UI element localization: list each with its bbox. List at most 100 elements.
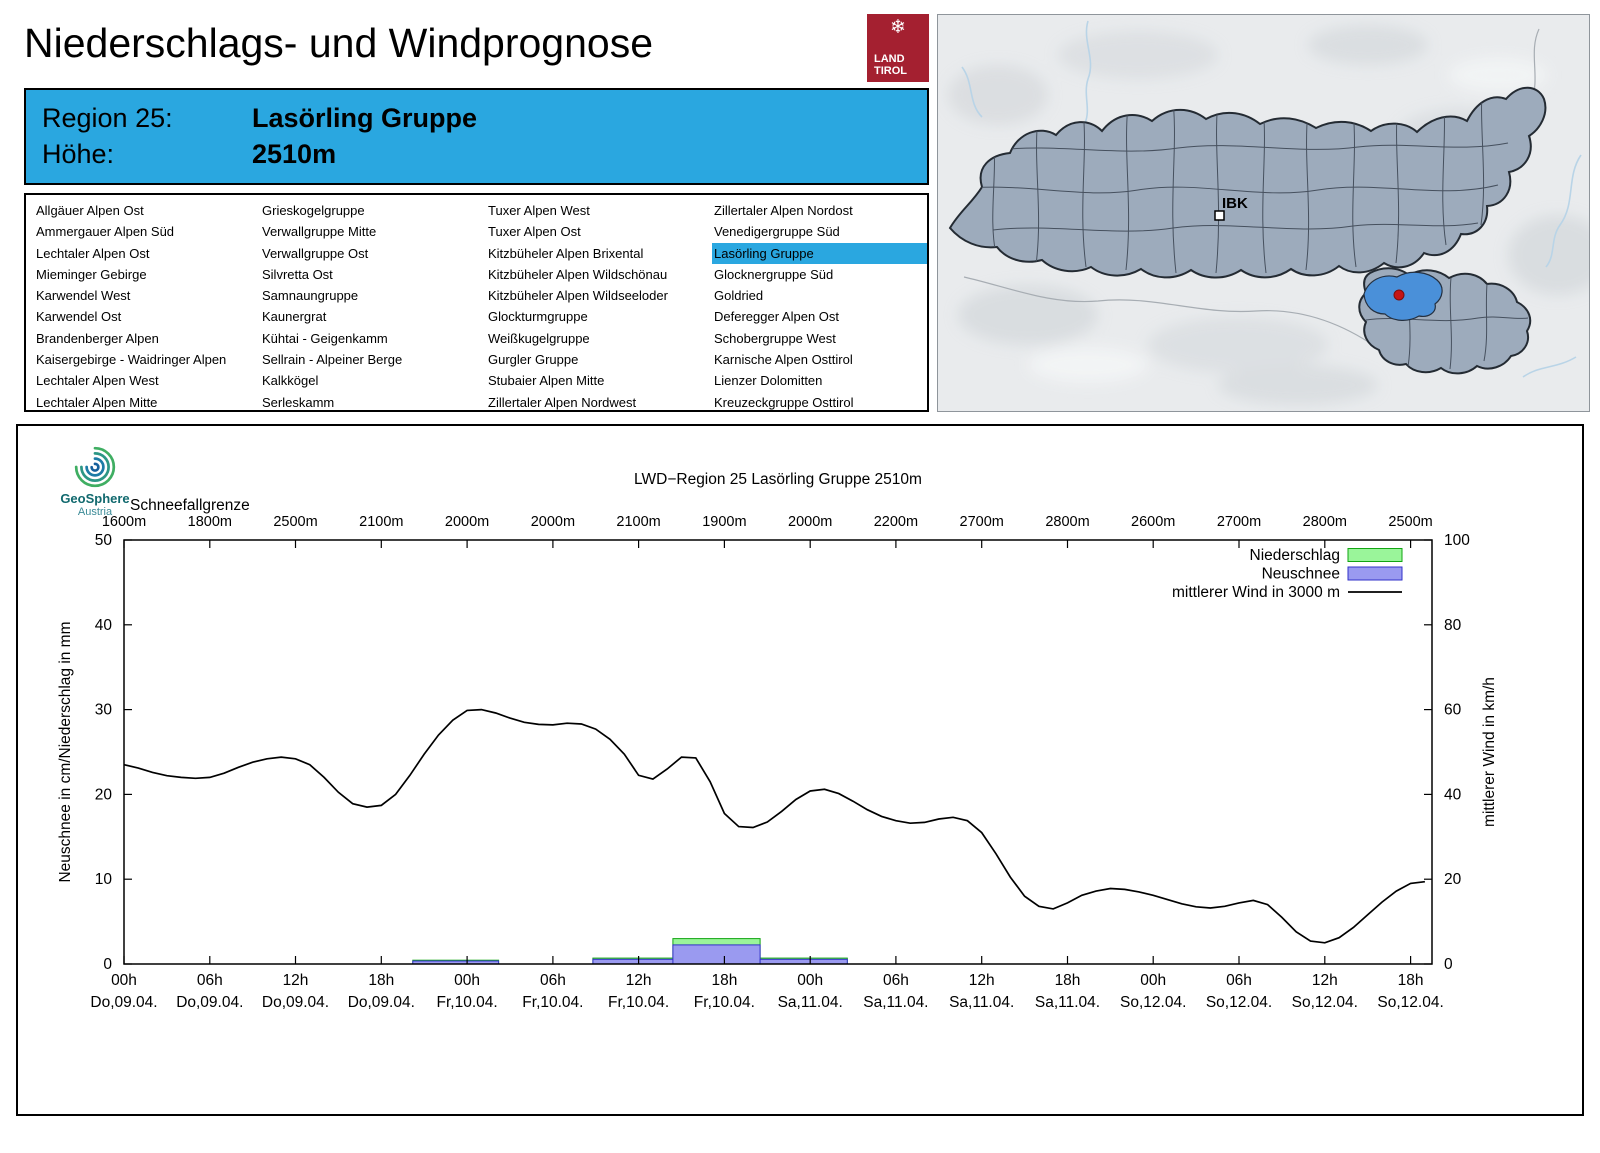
region-list-item[interactable]: Karwendel Ost	[36, 309, 122, 325]
region-list-item[interactable]: Lechtaler Alpen Ost	[36, 245, 150, 261]
region-list-item[interactable]: Kreuzeckgruppe Osttirol	[714, 394, 854, 410]
region-list-item[interactable]: Silvretta Ost	[262, 266, 333, 282]
region-list-item[interactable]: Allgäuer Alpen Ost	[36, 203, 144, 218]
x-tick-day-label: Do,09.04.	[262, 994, 329, 1011]
region-list-item[interactable]: Kitzbüheler Alpen Wildschönau	[488, 266, 668, 282]
region-list-item[interactable]: Weißkugelgruppe	[488, 330, 590, 346]
map-station-marker	[1393, 289, 1405, 301]
region-list-item[interactable]: Kitzbüheler Alpen Wildseeloder	[488, 288, 668, 304]
geosphere-name: GeoSphere	[60, 491, 130, 506]
x-tick-hour-label: 06h	[1226, 972, 1252, 989]
x-tick-day-label: So,12.04.	[1206, 994, 1272, 1011]
y-right-tick-label: 60	[1444, 702, 1462, 719]
x-tick-day-label: So,12.04.	[1292, 994, 1358, 1011]
land-tirol-logo-text: LAND TIROL	[874, 53, 907, 77]
x-tick-day-label: Sa,11.04.	[778, 994, 843, 1011]
snowline-label: Schneefallgrenze	[130, 497, 250, 514]
map-canvas: IBK	[938, 15, 1589, 411]
x-tick-hour-label: 18h	[711, 972, 737, 989]
y-right-tick-label: 20	[1444, 871, 1462, 888]
region-list-item[interactable]: Karwendel West	[36, 288, 131, 304]
geosphere-logo: GeoSphere Austria	[50, 444, 140, 518]
geosphere-country: Austria	[77, 506, 113, 518]
region-list-item[interactable]: Kalkkögel	[262, 373, 319, 389]
plot-frame	[123, 539, 1433, 965]
region-list-item[interactable]: Samnaungruppe	[262, 288, 359, 304]
x-tick-hour-label: 00h	[111, 972, 137, 989]
region-list-item[interactable]: Zillertaler Alpen Nordwest	[488, 394, 637, 410]
region-list-item[interactable]: Karnische Alpen Osttirol	[714, 352, 853, 368]
region-list-item[interactable]: Zillertaler Alpen Nordost	[714, 203, 853, 218]
x-tick-hour-label: 12h	[969, 972, 995, 989]
region-list-item[interactable]: Mieminger Gebirge	[36, 266, 147, 282]
region-list-item[interactable]: Glocknergruppe Süd	[714, 266, 834, 282]
region-list-item[interactable]: Tuxer Alpen Ost	[488, 224, 581, 240]
region-list-item[interactable]: Gurgler Gruppe	[488, 352, 579, 368]
logo-line2: TIROL	[874, 65, 907, 77]
x-tick-hour-label: 00h	[1140, 972, 1166, 989]
region-list-item[interactable]: Brandenberger Alpen	[36, 330, 159, 346]
snowline-value: 2800m	[1303, 514, 1347, 530]
x-tick-hour-label: 12h	[626, 972, 652, 989]
x-tick-day-label: Do,09.04.	[90, 994, 157, 1011]
region-list-item[interactable]: Ammergauer Alpen Süd	[36, 224, 175, 240]
region-list-item[interactable]: Kaunergrat	[262, 309, 327, 325]
region-list-item[interactable]: Kühtai - Geigenkamm	[262, 330, 388, 346]
snowline-value: 2000m	[531, 514, 575, 530]
forecast-chart-canvas: 00h Do,09.04. 1600m 06h Do,09.04. 1800m 12h Do,…	[57, 471, 1498, 1011]
wind-line	[123, 708, 1426, 944]
x-tick-day-label: So,12.04.	[1377, 994, 1443, 1011]
region-list-item[interactable]: Schobergruppe West	[714, 330, 836, 346]
x-tick-hour-label: 00h	[797, 972, 823, 989]
altitude-label: Höhe:	[42, 139, 115, 169]
region-list-item[interactable]: Kaisergebirge - Waidringer Alpen	[36, 352, 227, 368]
region-list-item[interactable]: Lienzer Dolomitten	[714, 373, 823, 389]
region-list: Allgäuer Alpen Ost Ammergauer Alpen Süd Le…	[24, 193, 929, 412]
forecast-chart: 00h Do,09.04. 1600m 06h Do,09.04. 1800m 12h Do,…	[16, 424, 1584, 1116]
snowline-value: 2800m	[1045, 514, 1089, 530]
x-tick-day-label: Do,09.04.	[176, 994, 243, 1011]
region-list-item[interactable]: Goldried	[714, 288, 764, 304]
region-list-item[interactable]: Sellrain - Alpeiner Berge	[262, 352, 403, 368]
x-tick-day-label: So,12.04.	[1120, 994, 1186, 1011]
region-list-item[interactable]: Deferegger Alpen Ost	[714, 309, 840, 325]
tyrol-region-map: IBK	[937, 14, 1590, 412]
region-list-item[interactable]: Lechtaler Alpen Mitte	[36, 394, 158, 410]
region-header: Region 25: Lasörling Gruppe Höhe: 2510m	[24, 88, 929, 185]
x-tick-day-label: Fr,10.04.	[437, 994, 498, 1011]
logo-line1: LAND	[874, 53, 905, 65]
region-list-item[interactable]: Serleskamm	[262, 394, 335, 410]
snowline-value: 2700m	[1217, 514, 1261, 530]
y-right-axis-title: mittlerer Wind in km/h	[1481, 677, 1498, 827]
region-list-item[interactable]: Lechtaler Alpen West	[36, 373, 159, 389]
land-tirol-logo: ❄ LAND TIROL	[867, 14, 929, 82]
region-list-item[interactable]: Kitzbüheler Alpen Brixental	[488, 245, 644, 261]
snowline-value: 1900m	[702, 514, 746, 530]
x-tick-day-label: Do,09.04.	[348, 994, 415, 1011]
region-list-item[interactable]: Verwallgruppe Mitte	[262, 224, 377, 240]
y-left-tick-label: 10	[95, 871, 113, 888]
altitude-value: 2510m	[252, 139, 337, 169]
region-list-item[interactable]: Verwallgruppe Ost	[262, 245, 369, 261]
region-list-item[interactable]: Grieskogelgruppe	[262, 203, 365, 218]
x-tick-day-label: Fr,10.04.	[694, 994, 755, 1011]
snowline-value: 2100m	[616, 514, 660, 530]
region-label: Region 25:	[42, 103, 173, 133]
region-list-item[interactable]: Stubaier Alpen Mitte	[488, 373, 605, 389]
x-tick-hour-label: 18h	[1398, 972, 1424, 989]
region-list-item-selected[interactable]: Lasörling Gruppe	[712, 242, 927, 264]
y-left-tick-label: 30	[95, 702, 113, 719]
y-right-tick-label: 0	[1444, 956, 1453, 973]
region-list-item[interactable]: Tuxer Alpen West	[488, 203, 590, 218]
x-tick-day-label: Fr,10.04.	[608, 994, 669, 1011]
chart-title: LWD−Region 25 Lasörling Gruppe 2510m	[634, 471, 922, 488]
region-list-item[interactable]: Venedigergruppe Süd	[714, 224, 840, 240]
x-tick-day-label: Fr,10.04.	[522, 994, 583, 1011]
legend-swatch	[1347, 566, 1403, 581]
legend-label: mittlerer Wind in 3000 m	[1172, 584, 1340, 601]
page-title: Niederschlags- und Windprognose	[24, 20, 654, 66]
snowline-value: 2000m	[788, 514, 832, 530]
legend-label: Niederschlag	[1250, 547, 1340, 564]
legend-label: Neuschnee	[1262, 566, 1340, 583]
region-list-item[interactable]: Glockturmgruppe	[488, 309, 588, 325]
